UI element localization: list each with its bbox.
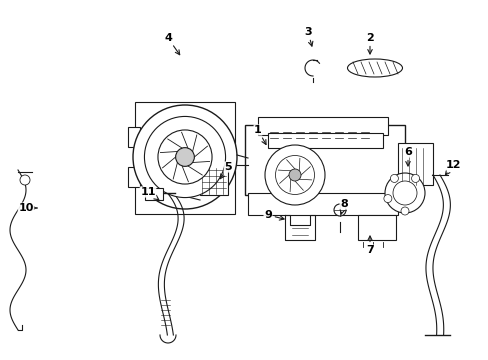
FancyBboxPatch shape bbox=[244, 125, 404, 195]
Circle shape bbox=[158, 130, 212, 184]
Circle shape bbox=[264, 145, 325, 205]
FancyBboxPatch shape bbox=[200, 165, 227, 195]
Circle shape bbox=[133, 105, 237, 209]
Text: 5: 5 bbox=[220, 162, 231, 179]
Circle shape bbox=[400, 207, 408, 215]
Text: 8: 8 bbox=[340, 199, 347, 214]
Text: 11: 11 bbox=[140, 187, 159, 200]
Text: 9: 9 bbox=[264, 210, 284, 220]
FancyBboxPatch shape bbox=[247, 193, 397, 215]
Text: 7: 7 bbox=[366, 236, 373, 255]
Circle shape bbox=[389, 175, 398, 183]
Text: 4: 4 bbox=[164, 33, 179, 55]
Circle shape bbox=[411, 175, 419, 183]
FancyBboxPatch shape bbox=[145, 188, 163, 200]
Text: 10: 10 bbox=[18, 203, 37, 213]
Circle shape bbox=[20, 175, 30, 185]
FancyBboxPatch shape bbox=[267, 133, 382, 148]
Circle shape bbox=[383, 194, 391, 203]
Circle shape bbox=[333, 204, 346, 216]
FancyBboxPatch shape bbox=[357, 215, 395, 240]
FancyBboxPatch shape bbox=[128, 167, 140, 187]
Text: 12: 12 bbox=[445, 160, 460, 175]
Circle shape bbox=[144, 116, 225, 198]
Ellipse shape bbox=[347, 59, 402, 77]
FancyBboxPatch shape bbox=[258, 117, 387, 135]
Circle shape bbox=[275, 156, 314, 194]
FancyBboxPatch shape bbox=[135, 102, 235, 214]
FancyBboxPatch shape bbox=[397, 143, 432, 185]
Text: 2: 2 bbox=[366, 33, 373, 54]
Text: 1: 1 bbox=[254, 125, 265, 144]
Text: 3: 3 bbox=[304, 27, 312, 46]
Circle shape bbox=[392, 181, 416, 205]
Circle shape bbox=[288, 169, 301, 181]
FancyBboxPatch shape bbox=[128, 127, 140, 147]
Circle shape bbox=[384, 173, 424, 213]
Circle shape bbox=[175, 148, 194, 166]
Text: 6: 6 bbox=[403, 147, 411, 166]
